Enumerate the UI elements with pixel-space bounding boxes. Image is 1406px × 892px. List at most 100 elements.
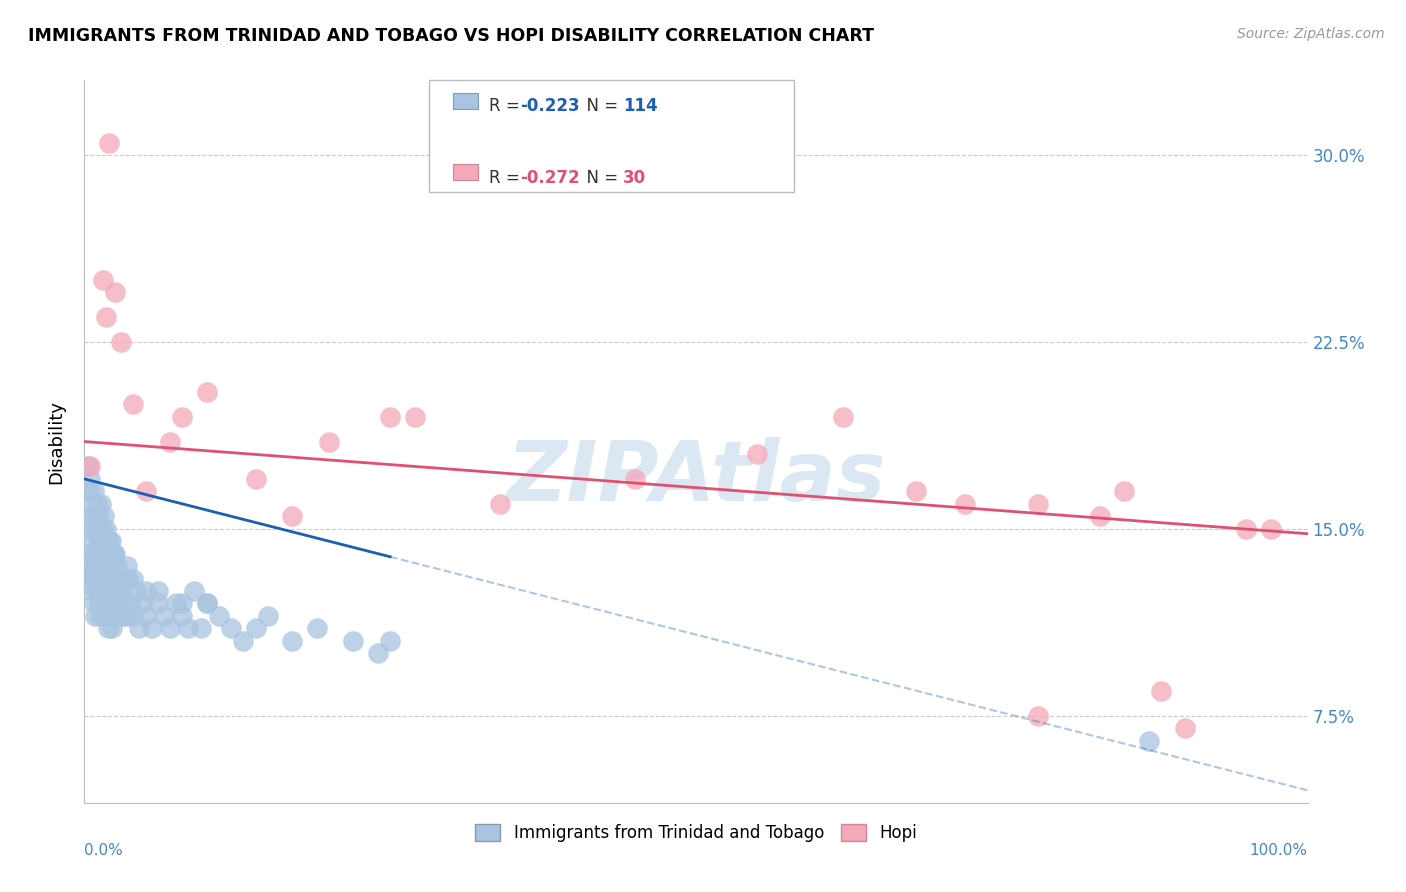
Text: 30: 30	[623, 169, 645, 186]
Point	[146, 584, 169, 599]
Point	[1028, 497, 1050, 511]
Point	[1174, 721, 1197, 735]
Point	[82, 509, 104, 524]
Point	[100, 584, 122, 599]
Point	[1236, 522, 1258, 536]
Point	[97, 559, 120, 574]
Point	[953, 497, 976, 511]
Point	[89, 559, 111, 574]
Point	[1114, 484, 1136, 499]
Point	[90, 584, 112, 599]
Point	[117, 572, 139, 586]
Point	[104, 547, 127, 561]
Point	[96, 310, 118, 324]
Point	[97, 572, 120, 586]
Point	[380, 409, 402, 424]
Point	[87, 534, 110, 549]
Point	[624, 472, 647, 486]
Text: Source: ZipAtlas.com: Source: ZipAtlas.com	[1237, 27, 1385, 41]
Point	[76, 559, 98, 574]
Point	[115, 559, 138, 574]
Point	[87, 522, 110, 536]
Point	[305, 621, 328, 635]
Point	[105, 559, 128, 574]
Point	[103, 584, 125, 599]
Y-axis label: Disability: Disability	[48, 400, 66, 483]
Point	[1150, 683, 1173, 698]
Point	[208, 609, 231, 624]
Point	[77, 547, 100, 561]
Point	[122, 609, 145, 624]
Point	[380, 633, 402, 648]
Point	[135, 484, 157, 499]
Point	[97, 597, 120, 611]
Point	[195, 597, 218, 611]
Point	[84, 559, 107, 574]
Point	[219, 621, 242, 635]
Point	[281, 633, 304, 648]
Point	[1260, 522, 1282, 536]
Point	[93, 547, 115, 561]
Point	[86, 584, 108, 599]
Point	[86, 547, 108, 561]
Point	[83, 597, 105, 611]
Point	[115, 609, 138, 624]
Text: -0.223: -0.223	[520, 97, 579, 115]
Point	[831, 409, 853, 424]
Point	[83, 484, 105, 499]
Point	[132, 597, 155, 611]
Point	[84, 609, 107, 624]
Point	[87, 509, 110, 524]
Point	[135, 584, 157, 599]
Point	[77, 459, 100, 474]
Point	[104, 609, 127, 624]
Point	[94, 559, 117, 574]
Text: 100.0%: 100.0%	[1250, 843, 1308, 857]
Point	[79, 472, 101, 486]
Point	[91, 534, 114, 549]
Point	[125, 584, 148, 599]
Point	[91, 272, 114, 286]
Point	[190, 621, 212, 635]
Point	[98, 559, 121, 574]
Point	[108, 609, 131, 624]
Point	[105, 597, 128, 611]
Point	[87, 572, 110, 586]
Point	[79, 459, 101, 474]
Point	[83, 547, 105, 561]
Point	[87, 597, 110, 611]
Point	[96, 522, 118, 536]
Point	[101, 559, 124, 574]
Text: -0.272: -0.272	[520, 169, 579, 186]
Point	[257, 609, 280, 624]
Legend: Immigrants from Trinidad and Tobago, Hopi: Immigrants from Trinidad and Tobago, Hop…	[468, 817, 924, 848]
Point	[77, 484, 100, 499]
Text: 0.0%: 0.0%	[84, 843, 124, 857]
Point	[159, 434, 181, 449]
Point	[122, 397, 145, 411]
Point	[1088, 509, 1111, 524]
Point	[153, 609, 176, 624]
Point	[104, 285, 127, 299]
Text: R =: R =	[489, 97, 526, 115]
Point	[100, 547, 122, 561]
Point	[489, 497, 512, 511]
Point	[94, 547, 117, 561]
Point	[159, 621, 181, 635]
Point	[90, 547, 112, 561]
Point	[89, 522, 111, 536]
Point	[97, 136, 120, 150]
Point	[107, 584, 129, 599]
Text: R =: R =	[489, 169, 526, 186]
Point	[93, 584, 115, 599]
Point	[120, 597, 142, 611]
Point	[87, 534, 110, 549]
Point	[103, 547, 125, 561]
Point	[122, 572, 145, 586]
Point	[104, 559, 127, 574]
Point	[165, 597, 187, 611]
Point	[91, 522, 114, 536]
Point	[367, 646, 389, 660]
Point	[110, 572, 132, 586]
Point	[96, 584, 118, 599]
